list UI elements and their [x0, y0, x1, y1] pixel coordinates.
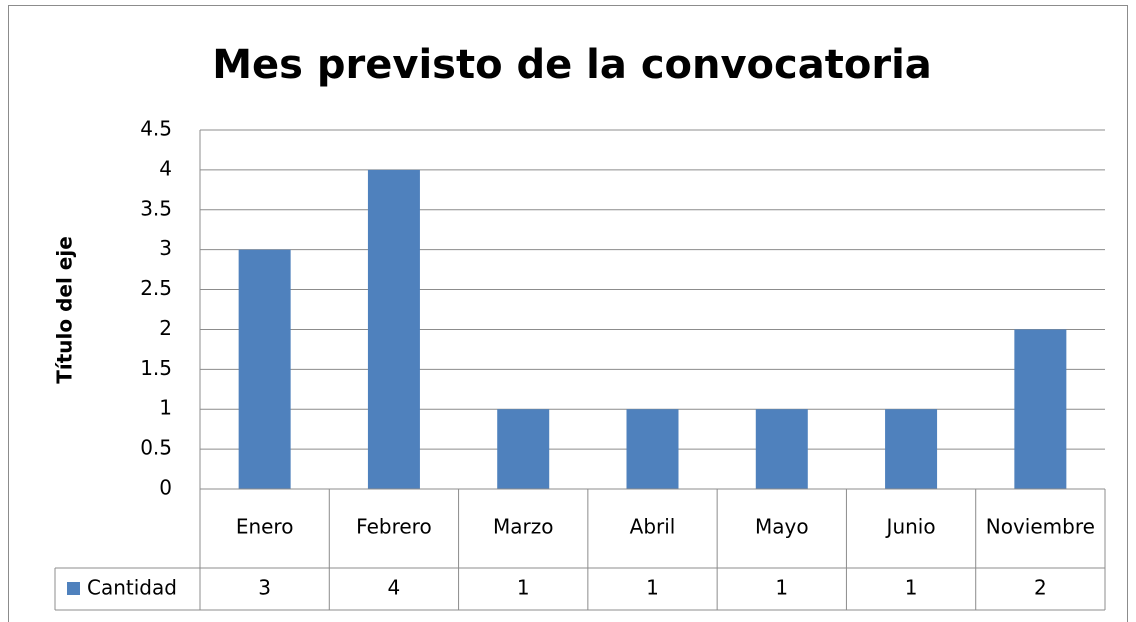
chart-border	[8, 5, 1128, 622]
x-tick-label: Mayo	[755, 515, 809, 539]
x-tick-label: Noviembre	[986, 515, 1095, 539]
y-tick-label: 1	[159, 396, 172, 420]
x-tick-label: Marzo	[493, 515, 553, 539]
x-tick-label: Febrero	[356, 515, 432, 539]
bar	[1014, 329, 1067, 489]
y-tick-label: 3.5	[140, 196, 172, 220]
y-tick-label: 2	[159, 316, 172, 340]
table-value: 1	[905, 576, 918, 600]
table-value: 1	[517, 576, 530, 600]
bar	[497, 409, 550, 489]
bar	[885, 409, 938, 489]
x-tick-label: Junio	[885, 515, 936, 539]
x-tick-label: Abril	[630, 515, 676, 539]
table-value: 2	[1034, 576, 1047, 600]
y-tick-label: 4	[159, 156, 172, 180]
legend-swatch	[67, 582, 80, 595]
y-tick-label: 2.5	[140, 276, 172, 300]
bar	[238, 249, 291, 489]
bar	[367, 169, 420, 489]
y-tick-label: 0.5	[140, 436, 172, 460]
y-tick-label: 0	[159, 476, 172, 500]
x-tick-label: Enero	[236, 515, 294, 539]
y-tick-label: 3	[159, 236, 172, 260]
bar	[755, 409, 808, 489]
table-value: 1	[646, 576, 659, 600]
y-tick-label: 1.5	[140, 356, 172, 380]
y-tick-label: 4.5	[140, 117, 172, 141]
y-axis-title: Título del eje	[53, 236, 77, 384]
legend-label: Cantidad	[87, 576, 177, 600]
chart-title: Mes previsto de la convocatoria	[212, 42, 932, 88]
table-value: 4	[388, 576, 401, 600]
bar	[626, 409, 679, 489]
table-value: 1	[775, 576, 788, 600]
table-value: 3	[258, 576, 271, 600]
